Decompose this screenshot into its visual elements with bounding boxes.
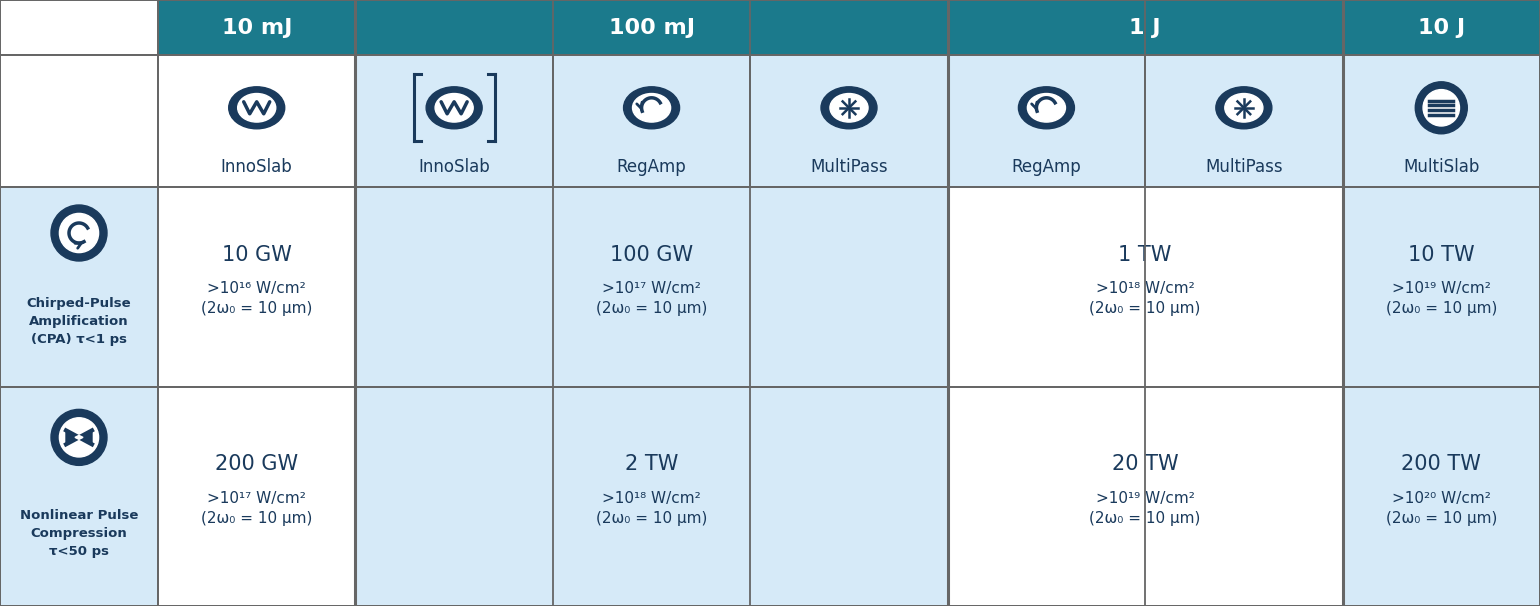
Bar [947,55,1146,187]
Text: 1 J: 1 J [1129,18,1161,38]
Text: >10¹⁸ W/cm²: >10¹⁸ W/cm² [1096,282,1195,296]
Bar [356,187,947,387]
Ellipse shape [237,93,276,122]
Ellipse shape [821,87,876,129]
Text: MultiPass: MultiPass [810,158,889,176]
Text: RegAmp: RegAmp [1012,158,1081,176]
Ellipse shape [1217,87,1272,129]
Text: MultiSlab: MultiSlab [1403,158,1480,176]
Bar [1343,387,1540,606]
Ellipse shape [229,87,285,129]
Text: >10¹⁶ W/cm²: >10¹⁶ W/cm² [208,282,306,296]
Ellipse shape [427,87,482,129]
Bar [0,0,159,55]
Ellipse shape [830,93,869,122]
Bar [159,0,356,55]
Bar [159,387,356,606]
Bar [356,0,947,55]
Bar [159,187,356,387]
Text: >10¹⁷ W/cm²: >10¹⁷ W/cm² [208,491,306,506]
Text: RegAmp: RegAmp [616,158,687,176]
Bar [356,387,947,606]
Text: 10 TW: 10 TW [1408,245,1475,265]
Text: 200 GW: 200 GW [216,454,299,474]
Bar [0,387,159,606]
Polygon shape [66,430,92,444]
Text: Chirped-Pulse
Amplification
(CPA) τ<1 ps: Chirped-Pulse Amplification (CPA) τ<1 ps [26,296,131,345]
Circle shape [51,410,106,465]
Circle shape [1423,90,1460,126]
Bar [947,387,1343,606]
Text: 10 J: 10 J [1418,18,1465,38]
Bar [159,55,356,187]
Text: (2ω₀ = 10 μm): (2ω₀ = 10 μm) [1386,511,1497,526]
Bar [0,187,159,387]
Bar [1146,55,1343,187]
Ellipse shape [624,87,679,129]
Text: 10 GW: 10 GW [222,245,291,265]
Bar [0,55,159,187]
Text: >10¹⁹ W/cm²: >10¹⁹ W/cm² [1392,282,1491,296]
Text: 100 GW: 100 GW [610,245,693,265]
Text: >10¹⁷ W/cm²: >10¹⁷ W/cm² [602,282,701,296]
Bar [750,55,947,187]
Circle shape [60,418,99,457]
Bar [947,187,1343,387]
Bar [947,0,1343,55]
Text: (2ω₀ = 10 μm): (2ω₀ = 10 μm) [1386,302,1497,316]
Text: Nonlinear Pulse
Compression
τ<50 ps: Nonlinear Pulse Compression τ<50 ps [20,509,139,558]
Ellipse shape [1224,93,1263,122]
Text: >10¹⁸ W/cm²: >10¹⁸ W/cm² [602,491,701,506]
Text: (2ω₀ = 10 μm): (2ω₀ = 10 μm) [1089,511,1201,526]
Text: 200 TW: 200 TW [1401,454,1481,474]
Text: 20 TW: 20 TW [1112,454,1178,474]
Text: >10¹⁹ W/cm²: >10¹⁹ W/cm² [1095,491,1195,506]
Text: 100 mJ: 100 mJ [608,18,695,38]
Bar [356,55,553,187]
Text: 10 mJ: 10 mJ [222,18,293,38]
Text: >10²⁰ W/cm²: >10²⁰ W/cm² [1392,491,1491,506]
Text: (2ω₀ = 10 μm): (2ω₀ = 10 μm) [202,511,313,526]
Text: 1 TW: 1 TW [1118,245,1172,265]
Circle shape [1415,82,1468,134]
Text: (2ω₀ = 10 μm): (2ω₀ = 10 μm) [596,511,707,526]
Circle shape [60,213,99,253]
Text: (2ω₀ = 10 μm): (2ω₀ = 10 μm) [202,302,313,316]
Circle shape [51,205,106,261]
Bar [1343,0,1540,55]
Text: InnoSlab: InnoSlab [419,158,490,176]
Text: InnoSlab: InnoSlab [220,158,293,176]
Text: (2ω₀ = 10 μm): (2ω₀ = 10 μm) [596,302,707,316]
Bar [1343,187,1540,387]
Bar [553,55,750,187]
Ellipse shape [436,93,473,122]
Text: 2 TW: 2 TW [625,454,678,474]
Ellipse shape [1027,93,1066,122]
Text: MultiPass: MultiPass [1204,158,1283,176]
Text: (2ω₀ = 10 μm): (2ω₀ = 10 μm) [1089,302,1201,316]
Polygon shape [75,435,83,439]
Ellipse shape [633,93,670,122]
Bar [1343,55,1540,187]
Ellipse shape [1018,87,1075,129]
